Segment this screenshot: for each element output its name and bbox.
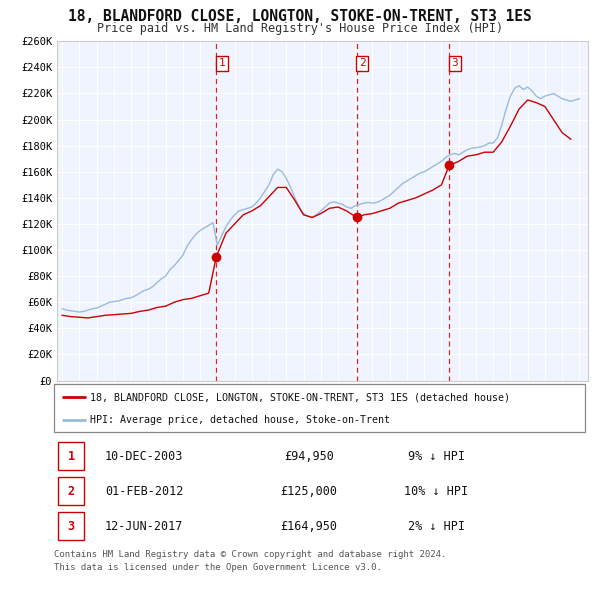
Text: 1: 1	[67, 450, 74, 463]
Bar	[58, 477, 84, 506]
Text: £94,950: £94,950	[284, 450, 334, 463]
Text: 2: 2	[67, 484, 74, 498]
Text: 3: 3	[67, 520, 74, 533]
Text: £164,950: £164,950	[280, 520, 337, 533]
Text: 18, BLANDFORD CLOSE, LONGTON, STOKE-ON-TRENT, ST3 1ES: 18, BLANDFORD CLOSE, LONGTON, STOKE-ON-T…	[68, 9, 532, 24]
Text: £125,000: £125,000	[280, 484, 337, 498]
Text: 01-FEB-2012: 01-FEB-2012	[105, 484, 184, 498]
Bar	[58, 512, 84, 540]
Text: 18, BLANDFORD CLOSE, LONGTON, STOKE-ON-TRENT, ST3 1ES (detached house): 18, BLANDFORD CLOSE, LONGTON, STOKE-ON-T…	[90, 392, 510, 402]
Text: 10% ↓ HPI: 10% ↓ HPI	[404, 484, 469, 498]
Text: 10-DEC-2003: 10-DEC-2003	[105, 450, 184, 463]
Text: 2: 2	[359, 58, 365, 68]
Text: HPI: Average price, detached house, Stoke-on-Trent: HPI: Average price, detached house, Stok…	[90, 415, 390, 425]
Text: Price paid vs. HM Land Registry's House Price Index (HPI): Price paid vs. HM Land Registry's House …	[97, 22, 503, 35]
Text: 1: 1	[218, 58, 225, 68]
Text: 9% ↓ HPI: 9% ↓ HPI	[408, 450, 465, 463]
Text: This data is licensed under the Open Government Licence v3.0.: This data is licensed under the Open Gov…	[54, 563, 382, 572]
Text: 3: 3	[451, 58, 458, 68]
Text: 12-JUN-2017: 12-JUN-2017	[105, 520, 184, 533]
Text: 2% ↓ HPI: 2% ↓ HPI	[408, 520, 465, 533]
Bar	[58, 442, 84, 470]
Text: Contains HM Land Registry data © Crown copyright and database right 2024.: Contains HM Land Registry data © Crown c…	[54, 550, 446, 559]
